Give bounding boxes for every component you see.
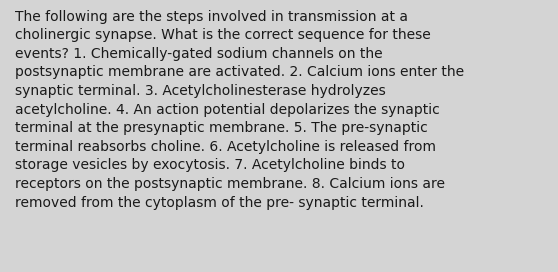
Text: The following are the steps involved in transmission at a
cholinergic synapse. W: The following are the steps involved in … bbox=[15, 10, 464, 210]
